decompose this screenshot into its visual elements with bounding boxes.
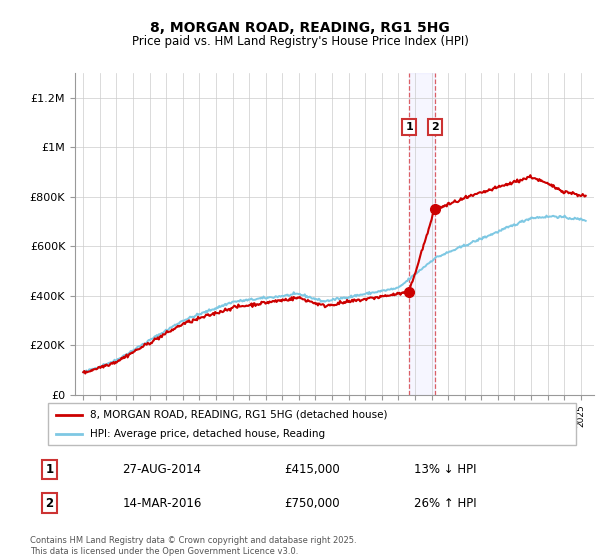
Text: 13% ↓ HPI: 13% ↓ HPI [414, 463, 476, 476]
Text: 8, MORGAN ROAD, READING, RG1 5HG: 8, MORGAN ROAD, READING, RG1 5HG [150, 21, 450, 35]
Text: 2: 2 [431, 122, 439, 132]
Text: 1: 1 [405, 122, 413, 132]
Text: 2: 2 [46, 497, 53, 510]
Text: 26% ↑ HPI: 26% ↑ HPI [414, 497, 476, 510]
Text: Contains HM Land Registry data © Crown copyright and database right 2025.
This d: Contains HM Land Registry data © Crown c… [30, 536, 356, 556]
Bar [409, 73, 435, 395]
FancyBboxPatch shape [48, 403, 576, 445]
Text: Price paid vs. HM Land Registry's House Price Index (HPI): Price paid vs. HM Land Registry's House … [131, 35, 469, 48]
Text: 8, MORGAN ROAD, READING, RG1 5HG (detached house): 8, MORGAN ROAD, READING, RG1 5HG (detach… [90, 409, 388, 419]
Text: HPI: Average price, detached house, Reading: HPI: Average price, detached house, Read… [90, 429, 325, 439]
Text: 14-MAR-2016: 14-MAR-2016 [122, 497, 202, 510]
Text: £750,000: £750,000 [284, 497, 340, 510]
Text: 1: 1 [46, 463, 53, 476]
Text: 27-AUG-2014: 27-AUG-2014 [122, 463, 202, 476]
Text: £415,000: £415,000 [284, 463, 340, 476]
